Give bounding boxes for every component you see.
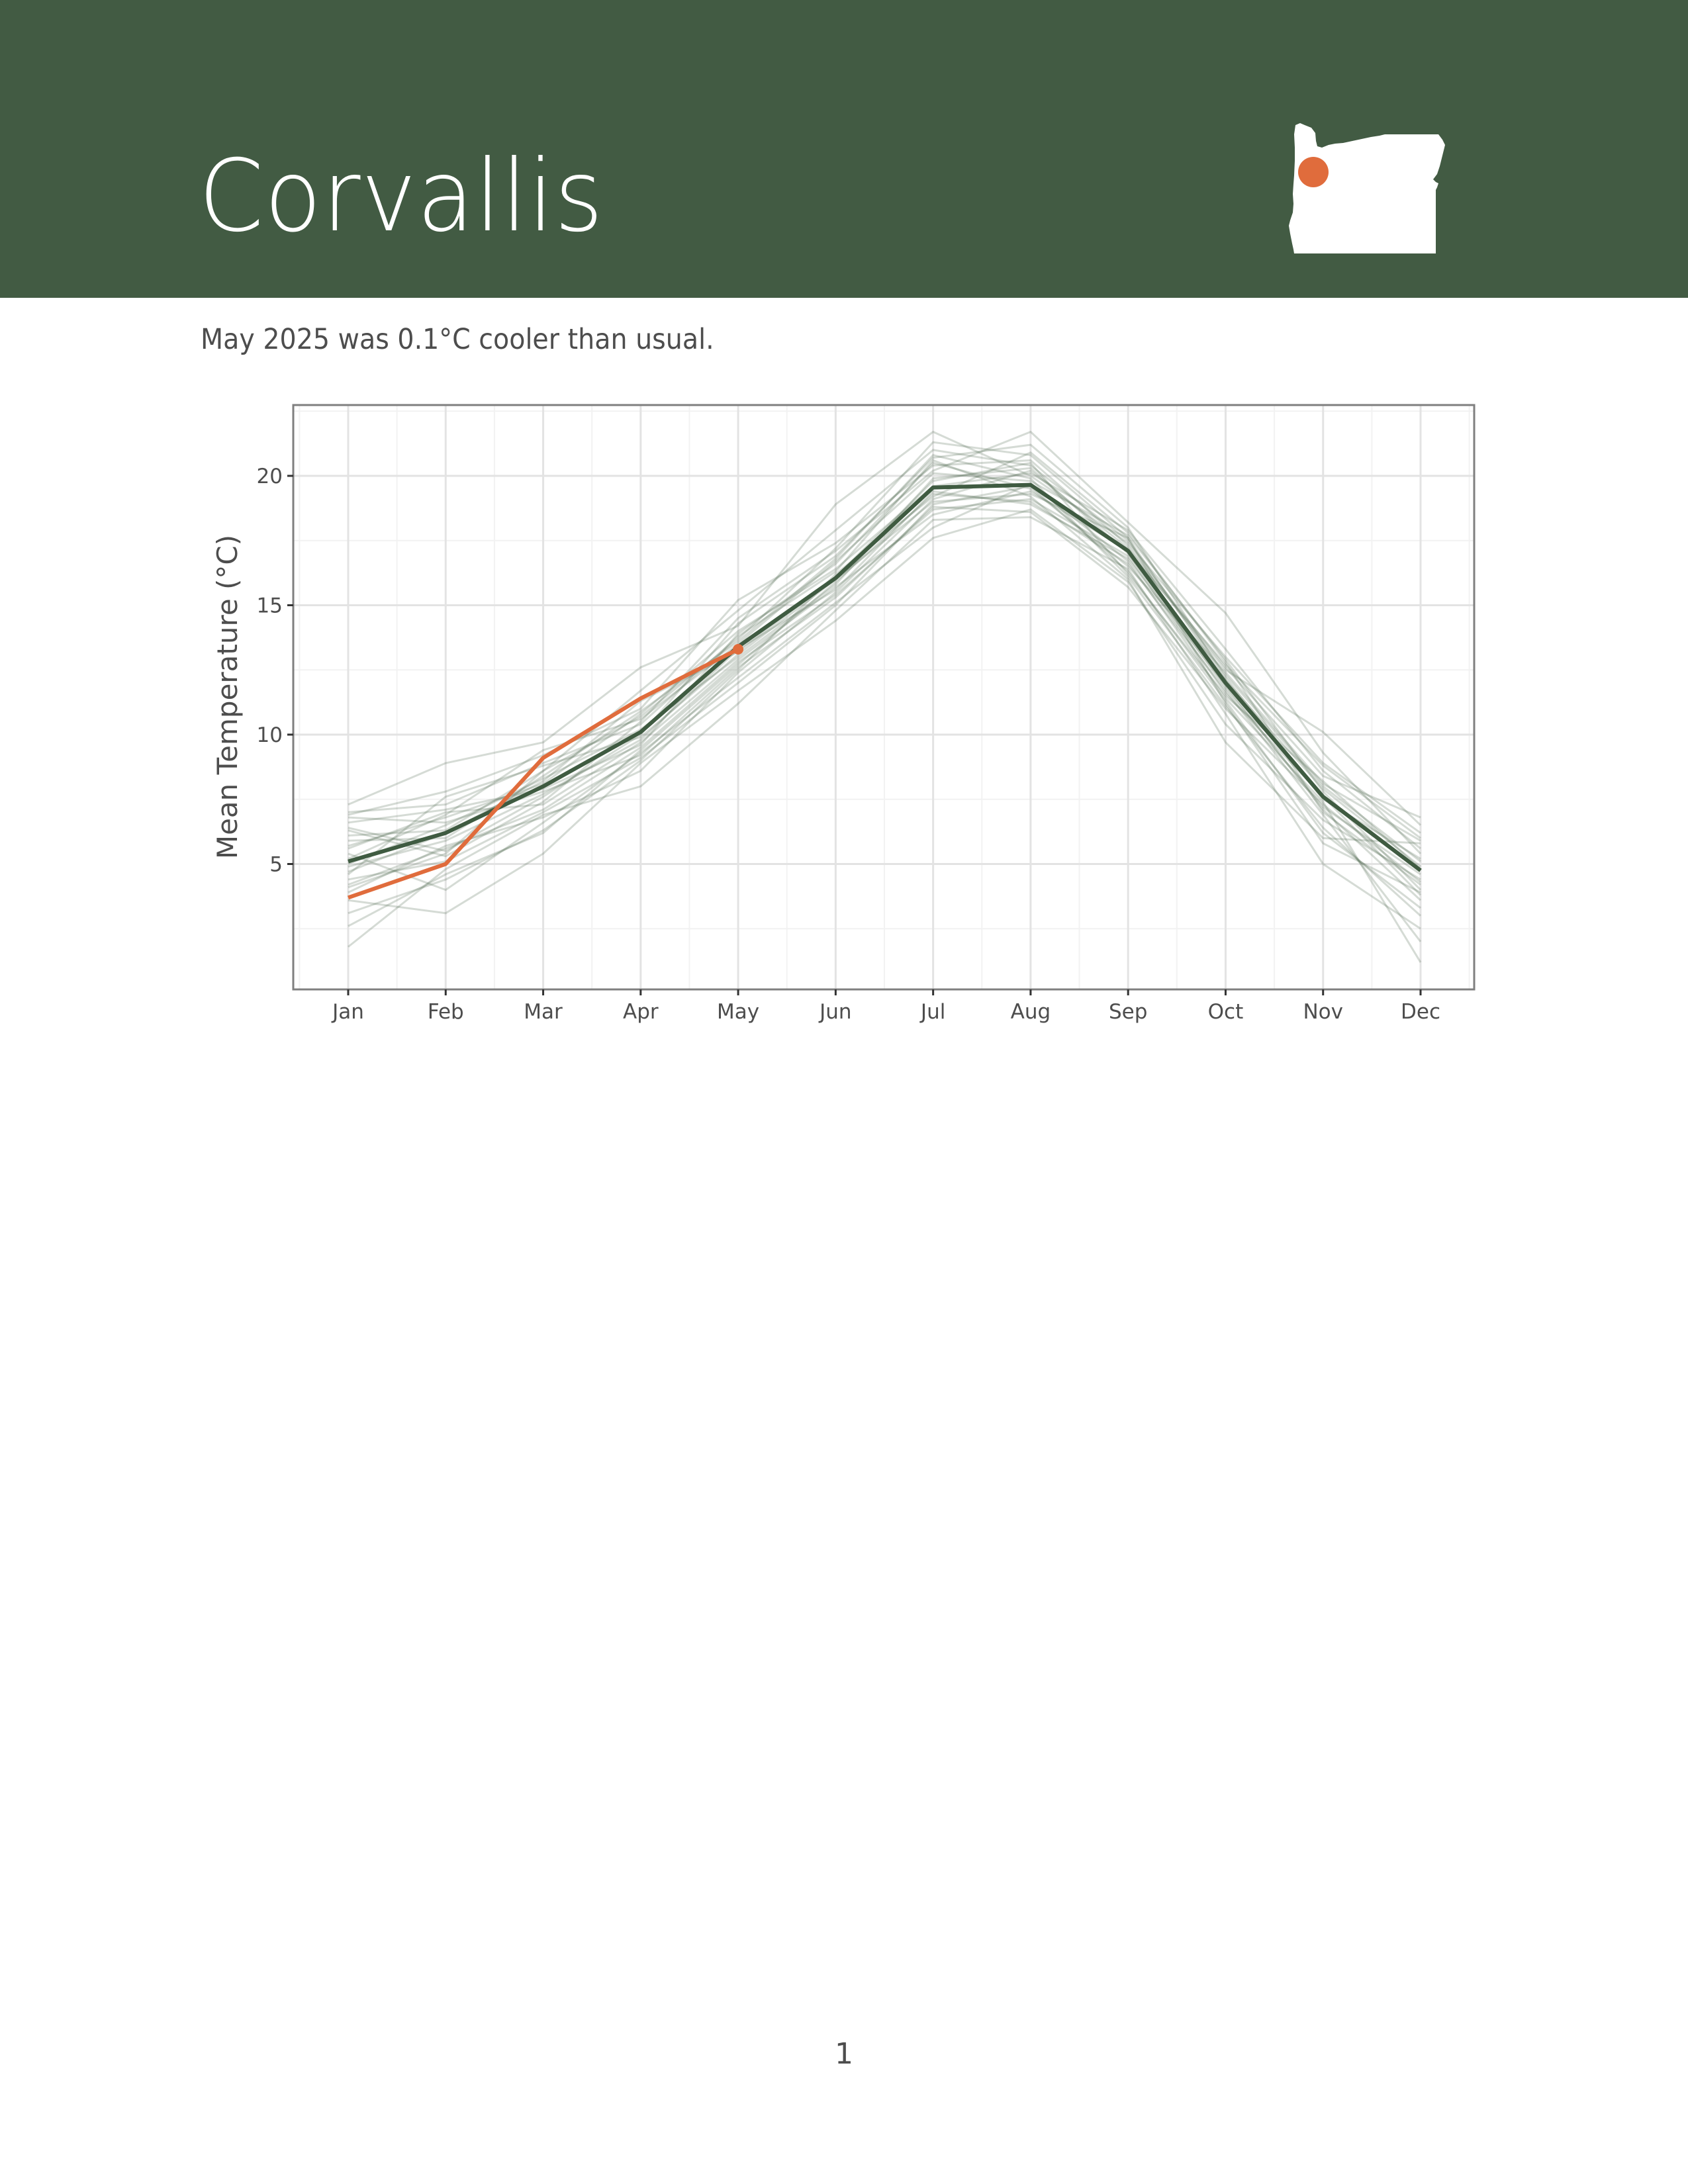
historical-year-line xyxy=(348,492,1421,876)
average-line xyxy=(348,482,1422,872)
oregon-state-map-icon xyxy=(1289,123,1445,253)
x-tick-label: Feb xyxy=(428,1000,464,1024)
x-tick-label: Mar xyxy=(524,1000,563,1024)
header-banner: Corvallis xyxy=(0,0,1688,298)
historical-year-line xyxy=(348,482,1422,963)
x-tick-label: Apr xyxy=(623,1000,659,1024)
x-tick-label: Jul xyxy=(919,1000,945,1024)
historical-year-line xyxy=(348,490,1422,901)
historical-year-line xyxy=(348,469,1422,893)
y-tick-label: 10 xyxy=(257,723,283,747)
historical-year-line xyxy=(348,485,1421,909)
historical-year-line xyxy=(348,490,1421,850)
historical-year-line xyxy=(348,459,1421,819)
historical-year-line xyxy=(348,430,1422,858)
historical-year-line xyxy=(348,461,1422,873)
y-tick-label: 15 xyxy=(257,594,283,618)
y-axis-title: Mean Temperature (°C) xyxy=(211,535,244,859)
historical-year-line xyxy=(348,472,1421,850)
historical-year-line xyxy=(348,498,1422,896)
current-year-line xyxy=(348,647,739,900)
x-tick-label: Aug xyxy=(1011,1000,1051,1024)
historical-year-line xyxy=(348,506,1421,884)
location-marker xyxy=(1298,157,1329,187)
plot-border xyxy=(292,404,1476,991)
oregon-outline xyxy=(1289,123,1445,253)
historical-year-line xyxy=(348,516,1421,948)
historical-year-line xyxy=(348,472,1422,891)
historical-year-line xyxy=(348,443,1421,860)
historical-year-line xyxy=(348,441,1421,893)
y-tick-label: 5 xyxy=(269,853,283,877)
temperature-line-chart: 5 10 15 20 Jan Feb Mar Apr May Jun Jul Aug Sep Oct Nov… xyxy=(211,404,1476,1024)
historical-year-line xyxy=(348,492,1422,942)
plot-area: 5 10 15 20 Jan Feb Mar Apr May Jun Jul Aug Sep Oct Nov… xyxy=(211,404,1476,1024)
x-tick-label: Jan xyxy=(331,1000,364,1024)
page-number: 1 xyxy=(835,2037,853,2071)
x-tick-label: Dec xyxy=(1401,1000,1440,1024)
x-tick-label: May xyxy=(717,1000,759,1024)
historical-year-line xyxy=(348,454,1422,917)
historical-year-line xyxy=(348,430,1421,834)
temperature-summary: May 2025 was 0.1°C cooler than usual. xyxy=(201,323,714,356)
historical-year-line xyxy=(348,508,1421,915)
y-tick-label: 20 xyxy=(257,465,283,488)
x-tick-label: Sep xyxy=(1109,1000,1147,1024)
x-tick-label: Jun xyxy=(818,1000,851,1024)
x-tick-label: Oct xyxy=(1208,1000,1244,1024)
historical-year-line xyxy=(348,449,1421,862)
historical-year-line xyxy=(348,459,1421,844)
page-title: Corvallis xyxy=(199,139,604,254)
x-tick-label: Nov xyxy=(1303,1000,1343,1024)
current-year-endpoint-dot xyxy=(733,643,744,655)
